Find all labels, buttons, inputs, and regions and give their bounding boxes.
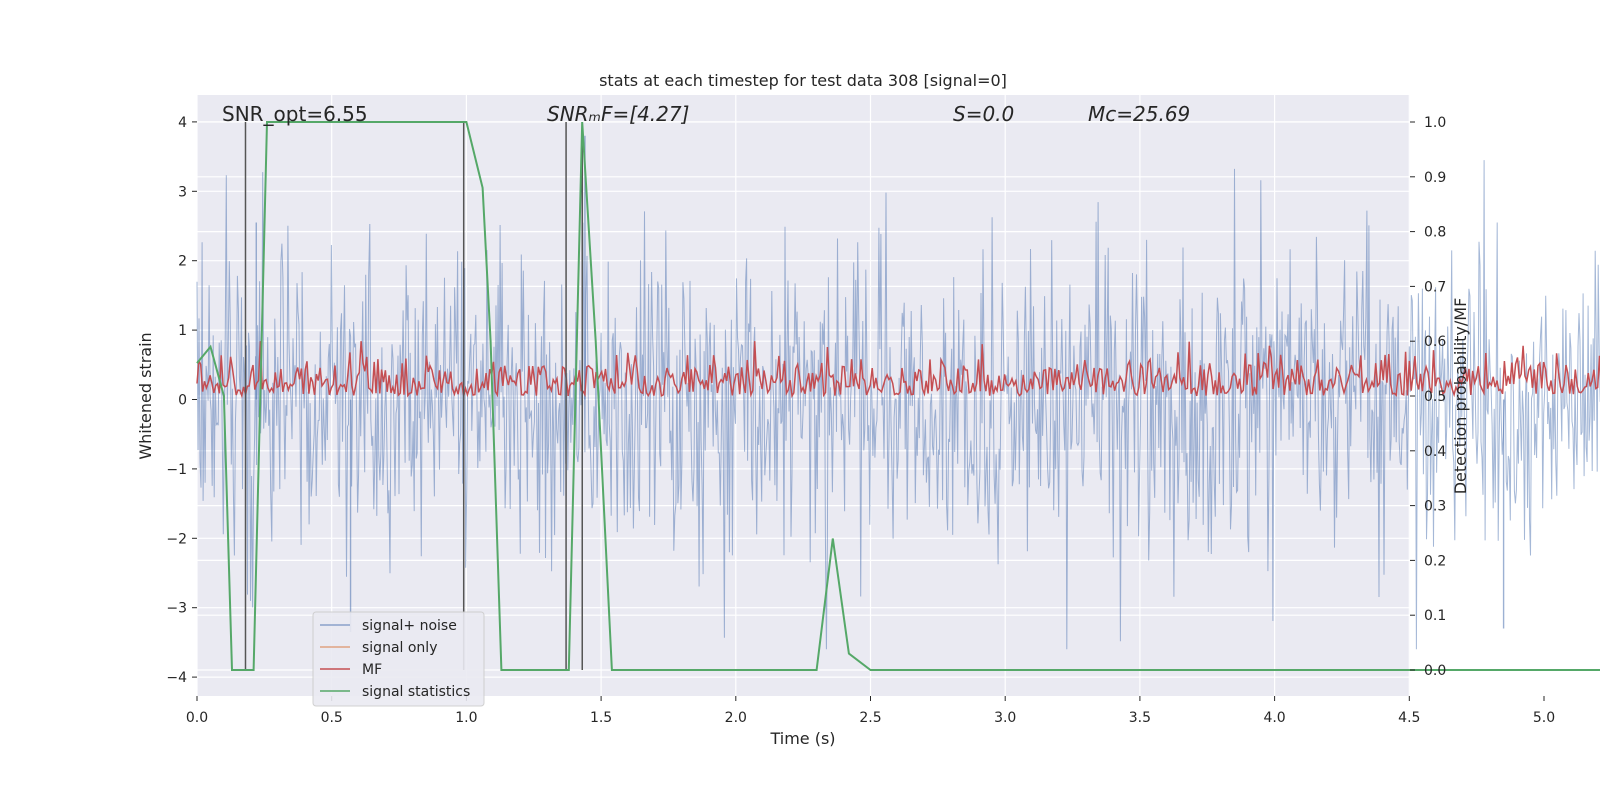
y-tick-label-6: −2 bbox=[166, 531, 187, 547]
annotation-s: S=0.0 bbox=[953, 102, 1014, 126]
vertical-lines bbox=[244, 122, 583, 670]
y-tick-label-0: 4 bbox=[178, 115, 187, 131]
signal-statistics-series bbox=[196, 121, 1600, 671]
y-tick-label-right-4: 0.6 bbox=[1424, 334, 1446, 350]
x-tick-label-3: 1.5 bbox=[590, 710, 612, 726]
y-tick-label-2: 2 bbox=[178, 254, 187, 270]
annotation-snr-opt: SNR_opt=6.55 bbox=[222, 102, 368, 126]
chart-title: stats at each timestep for test data 308… bbox=[599, 71, 1007, 90]
y-tick-label-right-5: 0.5 bbox=[1424, 389, 1446, 405]
annotation-snr-mf: SNRₘF=[4.27] bbox=[547, 102, 689, 126]
mf-series bbox=[196, 341, 1600, 399]
mf-series-line bbox=[196, 341, 1600, 399]
y-tick-label-right-1: 0.9 bbox=[1424, 170, 1446, 186]
x-tick-label-1: 0.5 bbox=[321, 710, 343, 726]
y-tick-label-5: −1 bbox=[166, 462, 187, 478]
x-tick-label-4: 2.0 bbox=[725, 710, 747, 726]
y-tick-label-right-2: 0.8 bbox=[1424, 225, 1446, 241]
y-tick-label-right-3: 0.7 bbox=[1424, 279, 1446, 295]
noise-series-line bbox=[196, 160, 1600, 650]
grid bbox=[196, 95, 1545, 696]
y-tick-label-right-10: 0.0 bbox=[1424, 663, 1446, 679]
x-axis-label: Time (s) bbox=[769, 729, 835, 748]
x-tick-label-6: 3.0 bbox=[994, 710, 1016, 726]
legend-label-mf: MF bbox=[362, 662, 382, 678]
x-tick-label-0: 0.0 bbox=[186, 710, 208, 726]
y-tick-label-right-0: 1.0 bbox=[1424, 115, 1446, 131]
y-tick-label-7: −3 bbox=[166, 601, 187, 617]
y-axis-label-right: Detection probability/MF bbox=[1451, 298, 1470, 495]
y-tick-label-right-7: 0.3 bbox=[1424, 499, 1446, 515]
legend-box bbox=[312, 611, 485, 707]
legend-label-signal-noise: signal+ noise bbox=[362, 618, 457, 634]
x-tick-label-9: 4.5 bbox=[1398, 710, 1420, 726]
legend: signal+ noise signal only MF signal stat… bbox=[312, 611, 485, 707]
annotation-mc: Mᴄ=25.69 bbox=[1088, 102, 1190, 126]
y-tick-label-right-6: 0.4 bbox=[1424, 444, 1446, 460]
x-tick-label-10: 5.0 bbox=[1533, 710, 1555, 726]
y-tick-label-1: 3 bbox=[178, 184, 187, 200]
x-tick-label-7: 3.5 bbox=[1129, 710, 1151, 726]
axis-ticks: 0.00.51.01.52.02.53.03.54.04.55.05.56.06… bbox=[166, 115, 1555, 726]
y-tick-label-right-8: 0.2 bbox=[1424, 553, 1446, 569]
x-tick-label-5: 2.5 bbox=[859, 710, 881, 726]
y-tick-label-3: 1 bbox=[178, 323, 187, 339]
x-tick-label-8: 4.0 bbox=[1263, 710, 1285, 726]
x-tick-label-2: 1.0 bbox=[455, 710, 477, 726]
legend-label-signal-only: signal only bbox=[362, 640, 437, 656]
signal-statistics-line bbox=[196, 121, 1600, 671]
y-axis-label: Whitened strain bbox=[136, 332, 155, 459]
y-tick-label-8: −4 bbox=[166, 670, 187, 686]
legend-label-signal-statistics: signal statistics bbox=[362, 684, 470, 700]
y-tick-label-4: 0 bbox=[178, 393, 187, 409]
y-tick-label-right-9: 0.1 bbox=[1424, 608, 1446, 624]
